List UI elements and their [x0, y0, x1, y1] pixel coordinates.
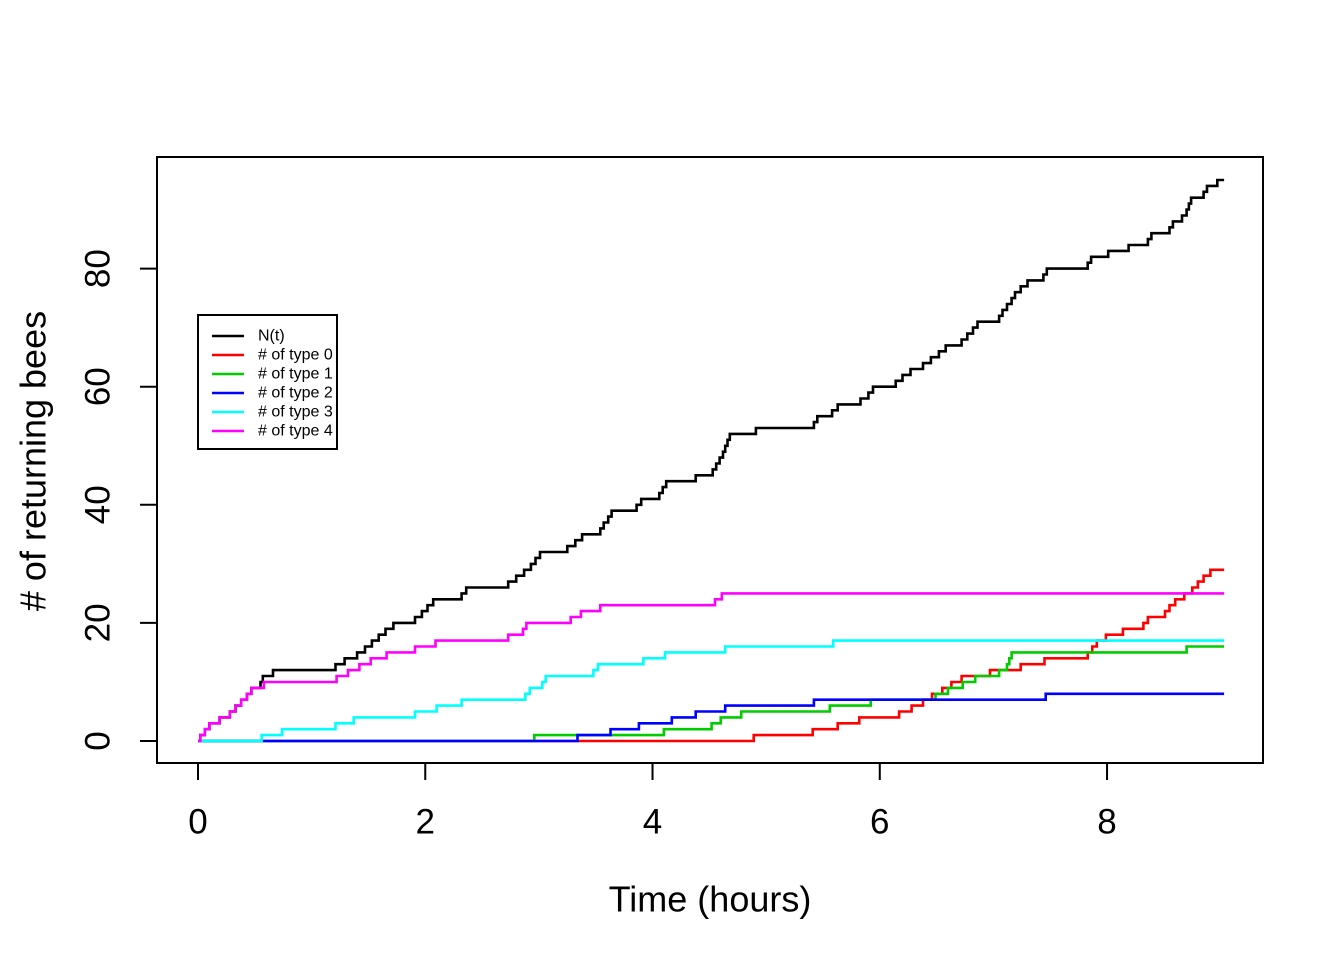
series-line-n-t- — [198, 178, 1225, 743]
series-line--of-type-2 — [198, 692, 1225, 743]
legend-label: # of type 3 — [258, 404, 333, 421]
y-axis-tick-label: 60 — [79, 367, 118, 406]
x-axis-tick-label: 2 — [416, 803, 435, 842]
x-axis-tick-label: 4 — [643, 803, 662, 842]
legend-label: # of type 1 — [258, 366, 333, 383]
y-axis-tick-label: 20 — [79, 603, 118, 642]
y-axis-tick-label: 40 — [79, 485, 118, 524]
legend-layer: N(t) # of type 0 # of type 1 # of type 2 # o… — [197, 314, 338, 450]
legend-box — [197, 314, 338, 450]
series-layer — [198, 178, 1225, 743]
series-line--of-type-1 — [198, 645, 1225, 743]
x-axis-tick-label: 8 — [1097, 803, 1116, 842]
y-axis-tick-label: 0 — [79, 731, 118, 750]
legend-label: # of type 0 — [258, 347, 333, 364]
series-line--of-type-3 — [198, 639, 1225, 743]
series-line--of-type-4 — [198, 592, 1225, 743]
series-line--of-type-0 — [198, 568, 1225, 743]
x-axis-tick-label: 6 — [870, 803, 889, 842]
y-axis-title: # of returning bees — [13, 311, 54, 611]
legend-label: # of type 2 — [258, 385, 333, 402]
legend-label: # of type 4 — [258, 423, 333, 440]
legend-label: N(t) — [258, 328, 285, 345]
plot-border — [156, 156, 1264, 764]
y-axis-tick-label: 80 — [79, 249, 118, 288]
x-axis-title: Time (hours) — [609, 879, 812, 920]
x-axis-tick-label: 0 — [188, 803, 207, 842]
